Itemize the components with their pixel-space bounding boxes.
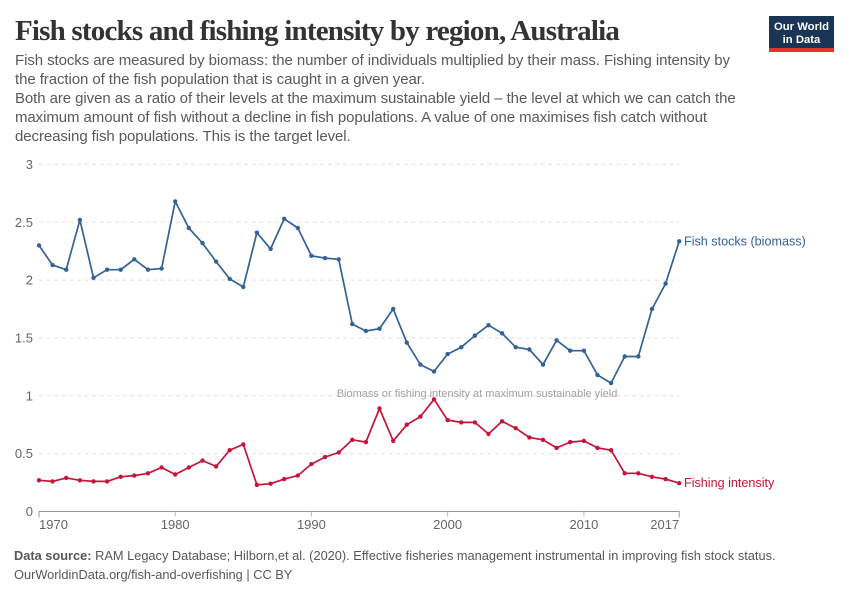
svg-text:1.5: 1.5 — [15, 330, 33, 345]
svg-text:3: 3 — [26, 157, 33, 172]
svg-text:Fishing intensity: Fishing intensity — [684, 476, 775, 490]
svg-text:0: 0 — [26, 504, 33, 519]
svg-text:2000: 2000 — [433, 517, 462, 532]
svg-text:2: 2 — [26, 273, 33, 288]
svg-text:1980: 1980 — [161, 517, 190, 532]
svg-text:1990: 1990 — [297, 517, 326, 532]
svg-text:2.5: 2.5 — [15, 215, 33, 230]
svg-text:1970: 1970 — [39, 517, 68, 532]
svg-text:Biomass or fishing intensity a: Biomass or fishing intensity at maximum … — [337, 388, 618, 400]
svg-text:1: 1 — [26, 388, 33, 403]
svg-text:0.5: 0.5 — [15, 446, 33, 461]
svg-text:2017: 2017 — [650, 517, 679, 532]
svg-text:2010: 2010 — [569, 517, 598, 532]
svg-text:Fish stocks (biomass): Fish stocks (biomass) — [684, 234, 806, 248]
